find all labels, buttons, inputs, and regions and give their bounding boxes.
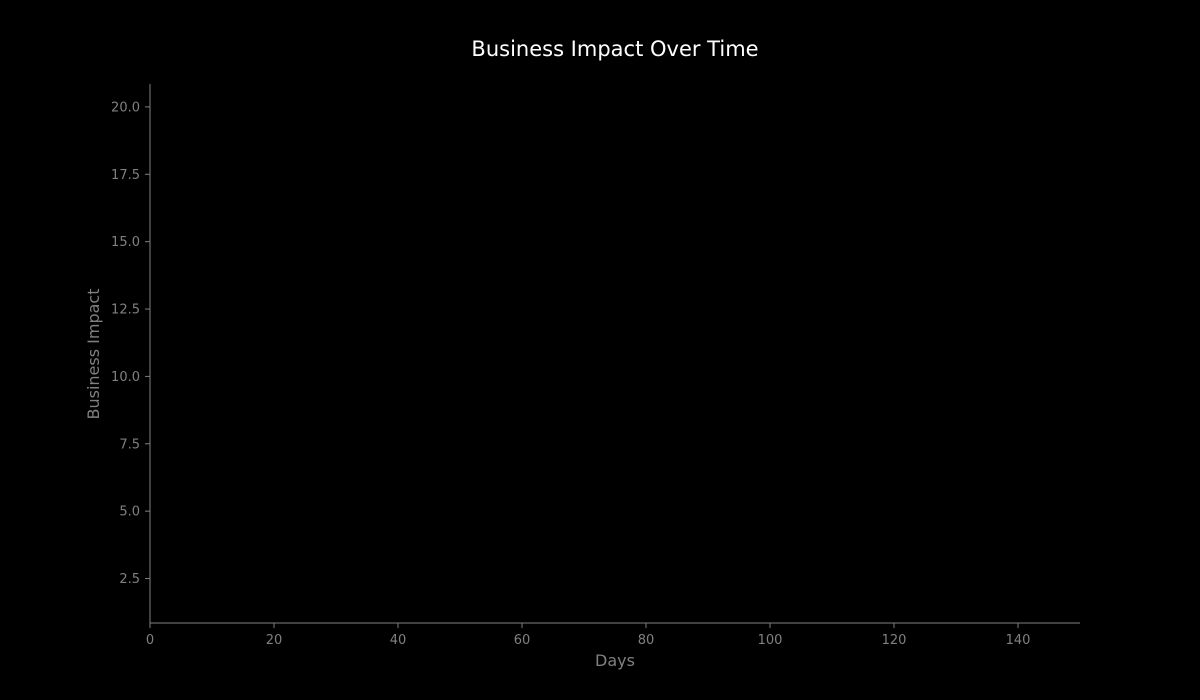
y-tick-label: 17.5 [111,168,140,183]
x-axis-ticks: 0 20 40 60 80 100 120 140 [146,623,1031,648]
x-tick-label: 60 [514,633,531,648]
x-tick-label: 100 [758,633,783,648]
chart-title: Business Impact Over Time [471,37,758,61]
x-tick-label: 80 [638,633,655,648]
y-axis-label: Business Impact [84,289,103,420]
y-tick-label: 20.0 [111,100,140,115]
x-tick-label: 140 [1006,633,1031,648]
x-tick-label: 40 [390,633,407,648]
y-tick-label: 2.5 [119,572,140,587]
y-tick-label: 7.5 [119,437,140,452]
y-tick-label: 12.5 [111,303,140,318]
y-tick-label: 5.0 [119,505,140,520]
y-axis-ticks: 2.5 5.0 7.5 10.0 12.5 15.0 17.5 20.0 [111,100,150,587]
plot-area: 0 20 40 60 80 100 120 140 2.5 5.0 7.5 10.0 12.5 15.0… [111,84,1080,648]
x-tick-label: 120 [882,633,907,648]
x-tick-label: 0 [146,633,154,648]
x-axis-label: Days [595,651,635,670]
y-tick-label: 10.0 [111,370,140,385]
x-tick-label: 20 [266,633,283,648]
y-tick-label: 15.0 [111,235,140,250]
